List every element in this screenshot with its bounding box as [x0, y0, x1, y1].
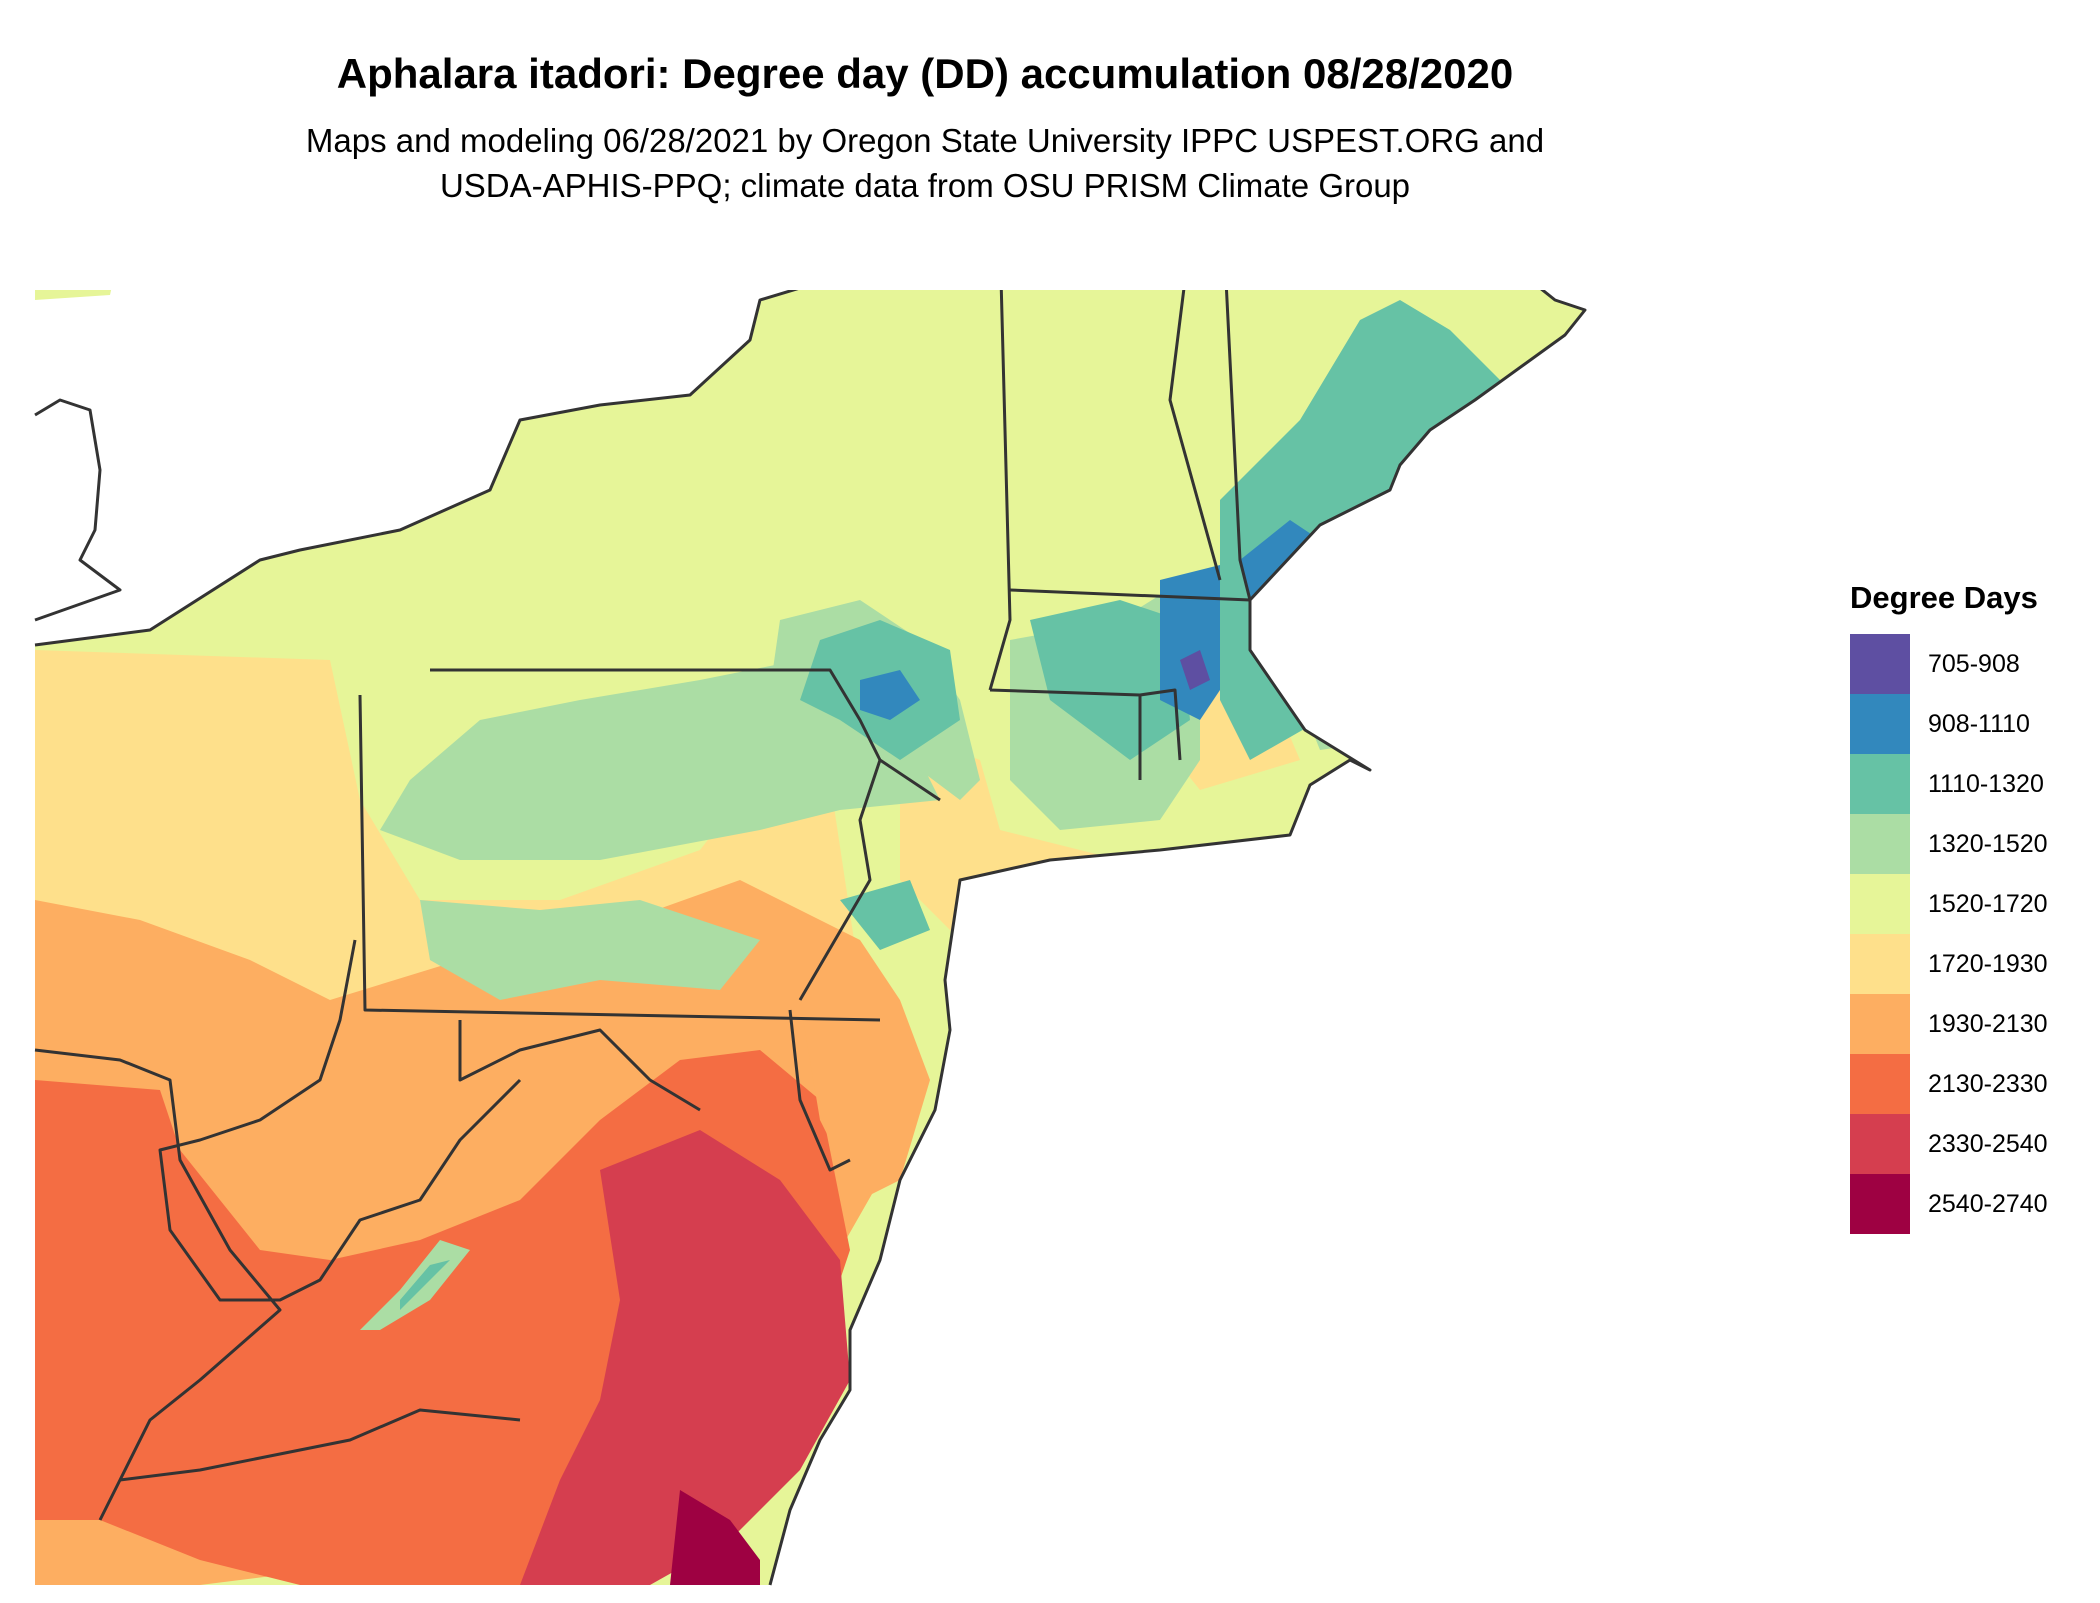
- legend-swatch: [1850, 1114, 1910, 1174]
- legend-swatch: [1850, 934, 1910, 994]
- legend-label: 908-1110: [1928, 709, 2030, 738]
- legend-label: 2130-2330: [1928, 1069, 2048, 1098]
- legend-swatch: [1850, 874, 1910, 934]
- zone-1110-1320-vermont: [1030, 600, 1190, 760]
- legend-item: 2330-2540: [1850, 1114, 2048, 1174]
- legend-swatch: [1850, 754, 1910, 814]
- legend-swatch: [1850, 694, 1910, 754]
- legend-item: 908-1110: [1850, 694, 2048, 754]
- legend-label: 1110-1320: [1928, 769, 2044, 798]
- new-york-pennsylvania-border: [430, 668, 941, 802]
- vermont-new-hampshire-border: [1168, 290, 1222, 581]
- zone-908-1110-adirondack: [860, 670, 920, 720]
- west-virginia-border: [158, 939, 522, 1302]
- zone-1110-1320-catskill: [840, 880, 930, 950]
- state-boundaries: [34, 290, 1587, 1586]
- legend-item: 705-908: [1850, 634, 2048, 694]
- map-subtitle: Maps and modeling 06/28/2021 by Oregon S…: [0, 118, 1850, 208]
- legend-swatch: [1850, 1054, 1910, 1114]
- maine-new-hampshire-border: [1224, 290, 1252, 601]
- legend: Degree Days 705-908 908-1110 1110-1320 1320…: [1850, 580, 2048, 1234]
- legend-swatch: [1850, 994, 1910, 1054]
- zone-705-908-white-mountains: [1180, 650, 1210, 690]
- legend-label: 1320-1520: [1928, 829, 2048, 858]
- michigan-border: [34, 398, 122, 622]
- legend-swatch: [1850, 1174, 1910, 1234]
- legend-item: 1930-2130: [1850, 994, 2048, 1054]
- subtitle-line-2: USDA-APHIS-PPQ; climate data from OSU PR…: [439, 167, 1411, 204]
- delaware-border: [788, 1009, 851, 1172]
- legend-label: 2330-2540: [1928, 1129, 2048, 1158]
- maryland-west-virginia-border: [458, 1020, 701, 1112]
- legend-item: 1720-1930: [1850, 934, 2048, 994]
- legend-swatch: [1850, 814, 1910, 874]
- legend-label: 1520-1720: [1928, 889, 2048, 918]
- zone-1320-1520-maine-south: [1300, 520, 1560, 750]
- coastline: [34, 290, 1587, 1586]
- legend-label: 705-908: [1928, 649, 2020, 678]
- ohio-kentucky-border: [34, 1048, 282, 1521]
- pennsylvania-west-south-border: [358, 694, 881, 1022]
- legend-item: 1320-1520: [1850, 814, 2048, 874]
- legend-title: Degree Days: [1850, 580, 2038, 615]
- subtitle-line-1: Maps and modeling 06/28/2021 by Oregon S…: [305, 122, 1545, 159]
- zone-2330-2540: [520, 1130, 850, 1585]
- new-jersey-border: [798, 759, 882, 1001]
- zone-1320-1520-pennsylvania: [420, 900, 760, 1000]
- legend-swatch: [1850, 634, 1910, 694]
- zone-1930-2130-new-jersey: [800, 1000, 930, 1200]
- massachusetts-north-border: [1009, 588, 1251, 602]
- rhode-island-border: [1139, 688, 1182, 761]
- new-york-vermont-border: [988, 290, 1012, 691]
- degree-day-raster: [35, 290, 1585, 1585]
- legend-item: 1110-1320: [1850, 754, 2048, 814]
- degree-day-map: [34, 290, 1587, 1586]
- legend-item: 1520-1720: [1850, 874, 2048, 934]
- legend-item: 2130-2330: [1850, 1054, 2048, 1114]
- legend-item: 2540-2740: [1850, 1174, 2048, 1234]
- legend-rows: 705-908 908-1110 1110-1320 1320-1520 1520-17…: [1850, 634, 2048, 1234]
- map-title: Aphalara itadori: Degree day (DD) accumu…: [336, 50, 1514, 97]
- virginia-south-border: [119, 1408, 521, 1482]
- legend-label: 1720-1930: [1928, 949, 2048, 978]
- legend-label: 1930-2130: [1928, 1009, 2048, 1038]
- zone-1320-1520-new-york: [380, 660, 940, 860]
- zone-2540-2740: [670, 1490, 760, 1585]
- zone-1110-1320-appalachian: [400, 1260, 450, 1310]
- legend-label: 2540-2740: [1928, 1189, 2048, 1218]
